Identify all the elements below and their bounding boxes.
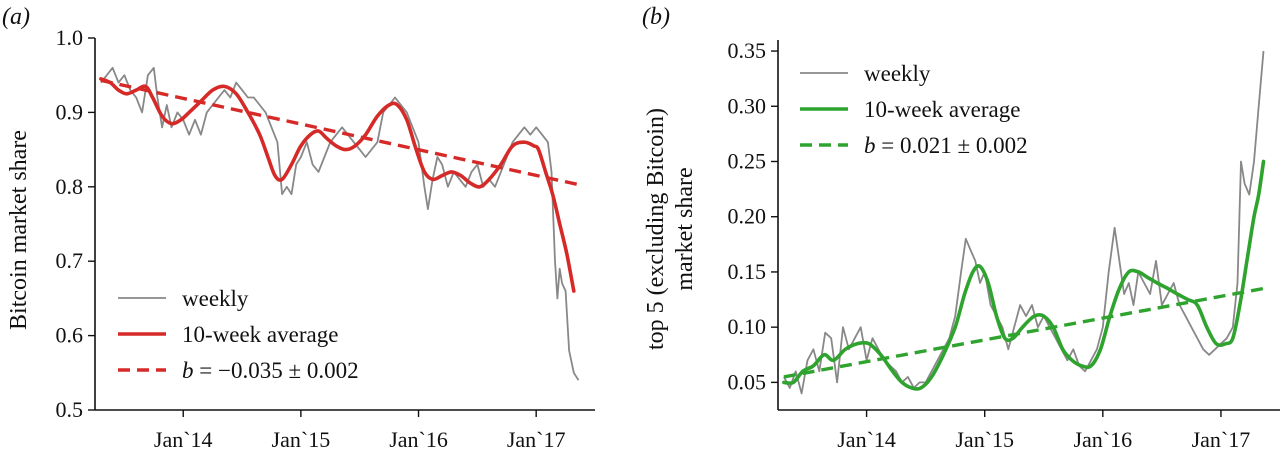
legend-label: b = 0.021 ± 0.002 (864, 133, 1028, 158)
x-tick-label: Jan`15 (272, 427, 331, 452)
legend-b: weekly 10-week average b = 0.021 ± 0.002 (800, 61, 1028, 158)
series-line-trend (100, 78, 579, 187)
legend-a: weekly 10-week average b = −0.035 ± 0.002 (118, 286, 359, 383)
y-axis-title-a: Bitcoin market share (6, 130, 32, 330)
x-tick-label: Jan`16 (1073, 427, 1132, 452)
legend-label: b = −0.035 ± 0.002 (182, 358, 359, 383)
series-line-10-week-average (99, 77, 576, 293)
legend-label: 10-week average (864, 97, 1020, 122)
y-tick-label: 0.30 (728, 93, 767, 118)
y-tick-label: 1.0 (56, 25, 84, 50)
axes-a (94, 38, 595, 411)
legend-label: weekly (864, 61, 931, 86)
y-axis-title-b-line1: top 5 (excluding Bitcoin) (643, 108, 669, 350)
y-tick-label: 0.15 (728, 259, 767, 284)
y-tick-label: 0.05 (728, 369, 767, 394)
y-tick-label: 0.25 (728, 148, 767, 173)
x-tick-label: Jan`17 (1192, 427, 1251, 452)
y-tick-label: 0.20 (728, 204, 767, 229)
panel-b: (b) top 5 (excluding Bitcoin) market sha… (642, 4, 1280, 452)
legend-label: 10-week average (182, 322, 338, 347)
plot-area-a (99, 66, 580, 381)
y-tick-label: 0.7 (56, 248, 84, 273)
y-axis-title-b-line2: market share (672, 167, 698, 290)
series-line-weekly (100, 66, 580, 381)
x-tick-label: Jan`14 (154, 427, 213, 452)
plot-area-b (782, 50, 1266, 395)
series-line-trend (783, 286, 1264, 379)
x-tick-label: Jan`16 (389, 427, 448, 452)
ticks-b: 0.05 0.10 0.15 0.20 0.25 0.30 0.35 Jan`14 Jan`15… (728, 38, 1251, 452)
y-tick-label: 0.8 (56, 174, 84, 199)
x-tick-label: Jan`15 (955, 427, 1014, 452)
legend-label: weekly (182, 286, 249, 311)
axes-b (777, 40, 1280, 411)
x-tick-label: Jan`14 (837, 427, 896, 452)
y-tick-label: 0.10 (728, 314, 767, 339)
x-tick-label: Jan`17 (507, 427, 566, 452)
panel-a: (a) Bitcoin market share 0.5 0.6 0.7 0.8 0.9… (2, 4, 595, 452)
y-tick-label: 0.35 (728, 38, 767, 63)
y-tick-label: 0.5 (56, 397, 84, 422)
y-tick-label: 0.6 (56, 323, 84, 348)
y-tick-label: 0.9 (56, 99, 84, 124)
panel-label-b: (b) (642, 4, 670, 30)
panel-label-a: (a) (2, 4, 30, 30)
series-line-10-week-average (782, 159, 1266, 391)
series-line-weekly (783, 50, 1265, 395)
ticks-a: 0.5 0.6 0.7 0.8 0.9 1.0 Jan`14 Jan`15 Jan`16 Jan`… (56, 25, 566, 452)
